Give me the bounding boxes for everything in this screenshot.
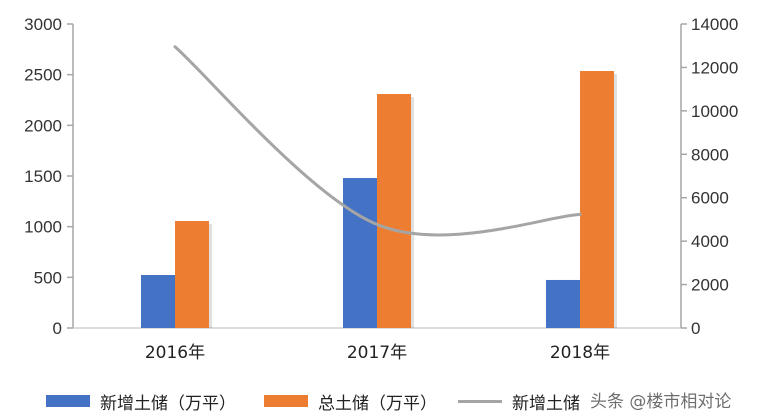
left-tick-label: 2500 [24, 66, 62, 85]
right-tick-label: 10000 [691, 102, 738, 121]
x-category-label: 2016年 [145, 343, 205, 363]
legend-label: 新增土储（万平） [100, 393, 236, 414]
x-axis-categories: 2016年 2017年 2018年 [145, 343, 610, 363]
watermark: 头条 @楼市相对论 [590, 392, 732, 412]
right-tick-label: 8000 [691, 145, 729, 164]
legend-item-new-land-line: 新增土储 [458, 386, 580, 416]
left-tick-label: 2000 [24, 116, 62, 135]
right-tick-label: 0 [691, 319, 700, 338]
bar [343, 178, 377, 328]
legend-item-new-land: 新增土储（万平） [46, 386, 236, 416]
right-tick-label: 6000 [691, 189, 729, 208]
bar [580, 71, 614, 328]
bar [546, 279, 580, 328]
x-category-label: 2017年 [347, 343, 407, 363]
right-tick-label: 14000 [691, 15, 738, 34]
right-tick-label: 2000 [691, 276, 729, 295]
legend-line-gray [458, 399, 502, 403]
legend-swatch-blue [46, 395, 90, 407]
bar [175, 220, 209, 328]
bar [377, 94, 411, 328]
line-path [173, 45, 582, 237]
legend-label: 新增土储 [512, 393, 580, 414]
chart-canvas: 0 500 1000 1500 2000 2500 3000 0 2000 4000 6000 80… [24, 15, 738, 363]
left-tick-label: 3000 [24, 15, 62, 34]
right-tick-label: 12000 [691, 58, 738, 77]
left-y-axis: 0 500 1000 1500 2000 2500 3000 [24, 15, 681, 338]
right-tick-label: 4000 [691, 232, 729, 251]
legend-label: 总土储（万平） [318, 393, 437, 414]
bar-series [141, 71, 617, 328]
legend: 新增土储（万平） 总土储（万平） 新增土储 [0, 386, 764, 416]
x-category-label: 2018年 [550, 343, 610, 363]
left-tick-label: 0 [53, 319, 62, 338]
line-series [173, 45, 582, 237]
legend-swatch-orange [264, 395, 308, 407]
legend-item-total-land: 总土储（万平） [264, 386, 437, 416]
bar [141, 275, 175, 328]
right-y-axis: 0 2000 4000 6000 8000 10000 12000 14000 [680, 15, 738, 338]
left-tick-label: 500 [34, 268, 62, 287]
left-tick-label: 1000 [24, 218, 62, 237]
left-tick-label: 1500 [24, 167, 62, 186]
